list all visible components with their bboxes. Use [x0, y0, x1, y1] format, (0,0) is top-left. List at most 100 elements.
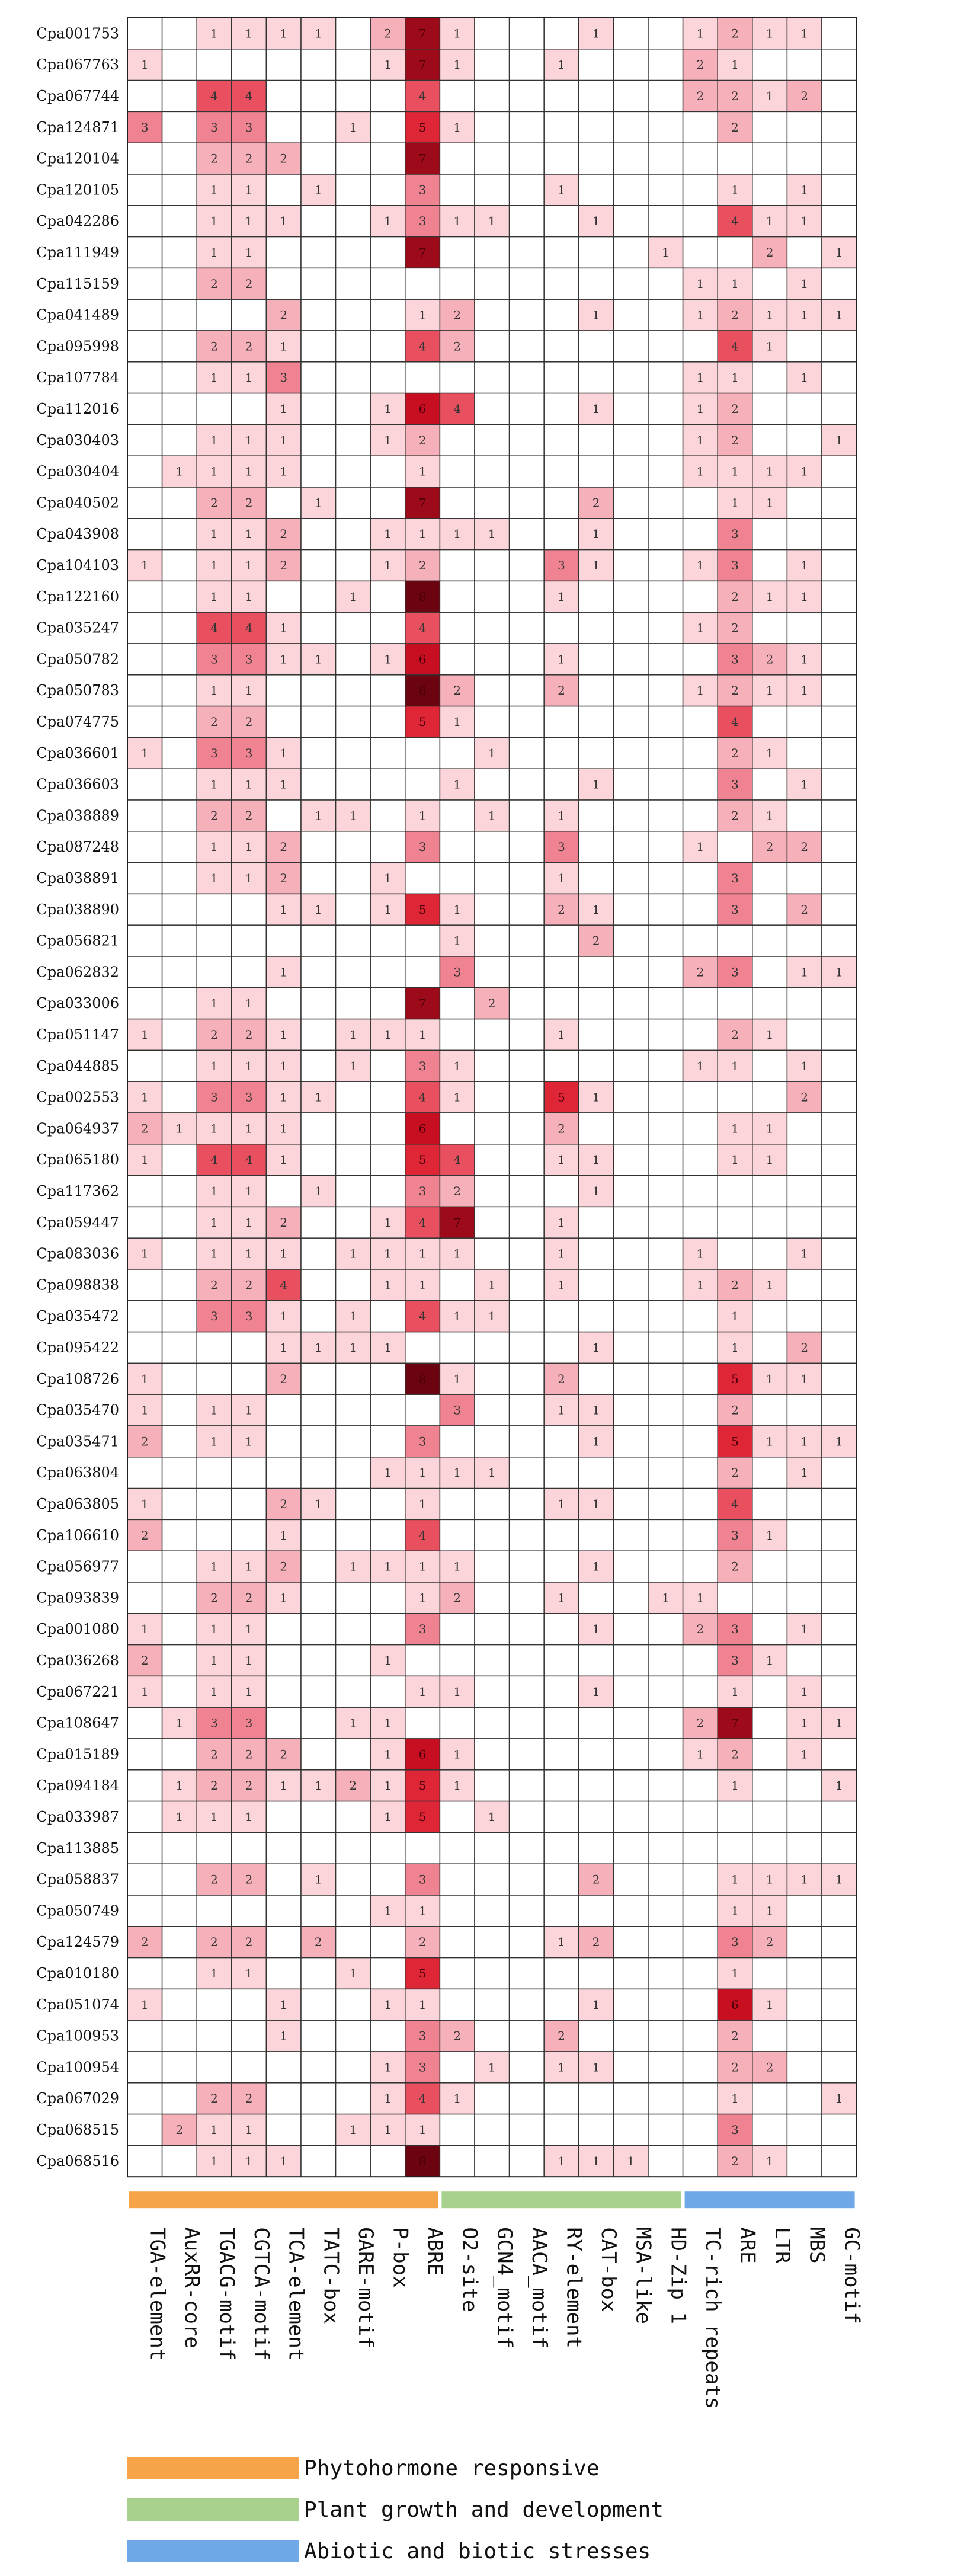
- heatmap-cell: [543, 79, 579, 113]
- heatmap-cell: [196, 1018, 232, 1051]
- cell-value-label: 1: [210, 1434, 218, 1448]
- heatmap-cell: [405, 1988, 441, 2021]
- heatmap-cell: [474, 1175, 510, 1208]
- heatmap-cell: [335, 1112, 371, 1145]
- heatmap-cell: [335, 392, 371, 425]
- heatmap-cell: [405, 361, 441, 394]
- heatmap-cell: [265, 2113, 302, 2146]
- heatmap-cell: [648, 1769, 684, 1802]
- cell-value-label: 2: [731, 2029, 739, 2043]
- heatmap-cell: [508, 1613, 545, 1646]
- heatmap-cell: [717, 1457, 753, 1489]
- cell-value-label: 3: [731, 527, 739, 541]
- heatmap-cell: [439, 956, 475, 988]
- cell-value-label: 3: [731, 1935, 739, 1949]
- heatmap-cell: [127, 893, 163, 926]
- heatmap-cell: [648, 987, 684, 1020]
- heatmap-cell: [161, 893, 197, 926]
- heatmap-cell: [648, 643, 684, 676]
- cell-value-label: 2: [731, 120, 739, 135]
- heatmap-cell: [786, 330, 822, 363]
- heatmap-cell: [370, 236, 406, 269]
- cell-value-label: 1: [280, 26, 287, 40]
- heatmap-cell: [786, 49, 822, 81]
- heatmap-cell: [161, 1394, 197, 1426]
- heatmap-cell: [300, 862, 337, 895]
- row-label: Cpa093839: [36, 1589, 119, 1606]
- heatmap-cell: [717, 1832, 753, 1864]
- heatmap-cell: [613, 518, 649, 551]
- heatmap-cell: [127, 1895, 163, 1927]
- heatmap-cell: [543, 1394, 579, 1426]
- heatmap-cell: [405, 674, 441, 707]
- cell-value-label: 1: [245, 590, 253, 604]
- heatmap-cell: [786, 2082, 822, 2115]
- heatmap-cell: [717, 299, 753, 331]
- cell-value-label: 1: [697, 558, 704, 572]
- heatmap-cell: [648, 1237, 684, 1270]
- cell-value-label: 2: [731, 1560, 739, 1574]
- heatmap-cell: [405, 1394, 441, 1426]
- cell-value-label: 1: [419, 2123, 427, 2137]
- heatmap-cell: [335, 1988, 371, 2021]
- heatmap-cell: [613, 2051, 649, 2084]
- heatmap-cell: [439, 1081, 475, 1113]
- heatmap-cell: [508, 987, 545, 1020]
- heatmap-cell: [196, 1331, 232, 1364]
- heatmap-cell: [578, 236, 614, 269]
- cell-value-label: 3: [210, 120, 218, 135]
- heatmap-cell: [508, 799, 545, 832]
- cell-value-label: 4: [245, 1153, 253, 1167]
- cell-value-label: 1: [558, 2060, 565, 2074]
- cell-value-label: 2: [210, 1028, 218, 1042]
- heatmap-cell: [265, 2082, 302, 2115]
- heatmap-cell: [335, 1644, 371, 1677]
- heatmap-cell: [752, 267, 788, 300]
- heatmap-cell: [752, 330, 788, 363]
- cell-value-label: 1: [245, 683, 253, 697]
- heatmap-cell: [127, 79, 163, 113]
- heatmap-cell: [613, 987, 649, 1020]
- heatmap-cell: [613, 1644, 649, 1677]
- heatmap-cell: [231, 49, 267, 81]
- legend-item-stress: Abiotic and biotic stresses: [127, 2530, 664, 2572]
- heatmap-cell: [300, 1675, 337, 1708]
- heatmap-cell: [543, 1550, 579, 1583]
- heatmap-cell: [821, 893, 857, 926]
- cell-value-label: 1: [453, 1465, 461, 1480]
- heatmap-cell: [752, 862, 788, 895]
- heatmap-cell: [127, 424, 163, 456]
- heatmap-cell: [161, 1206, 197, 1239]
- heatmap-cell: [752, 1895, 788, 1927]
- heatmap-cell: [439, 799, 475, 832]
- column-label: TC-rich repeats: [701, 2227, 725, 2409]
- heatmap-cell: [508, 1269, 545, 1301]
- heatmap-cell: [127, 267, 163, 300]
- cell-value-label: 1: [384, 1465, 392, 1480]
- heatmap-cell: [648, 705, 684, 738]
- cell-value-label: 2: [593, 495, 600, 510]
- heatmap-cell: [127, 1487, 163, 1521]
- cell-value-label: 8: [419, 2154, 427, 2168]
- cell-value-label: 3: [731, 2123, 739, 2137]
- heatmap-cell: [508, 2113, 545, 2146]
- heatmap-cell: [543, 330, 579, 363]
- heatmap-cell: [335, 455, 371, 488]
- heatmap-cell: [474, 1018, 510, 1051]
- heatmap-cell: [231, 956, 267, 988]
- heatmap-cell: [508, 924, 545, 957]
- heatmap-cell: [578, 1582, 614, 1614]
- heatmap-cell: [613, 174, 649, 206]
- heatmap-cell: [786, 1394, 822, 1426]
- heatmap-cell: [439, 1926, 475, 1959]
- cell-value-label: 1: [731, 1153, 739, 1167]
- heatmap-cell: [717, 1644, 753, 1677]
- cell-value-label: 1: [384, 871, 392, 885]
- cell-value-label: 5: [419, 1966, 427, 1980]
- heatmap-cell: [405, 2145, 441, 2177]
- heatmap-cell: [682, 1457, 718, 1489]
- heatmap-cell: [717, 205, 753, 238]
- cell-value-label: 1: [593, 1434, 600, 1448]
- cell-value-label: 1: [280, 652, 287, 666]
- heatmap-cell: [300, 1394, 337, 1426]
